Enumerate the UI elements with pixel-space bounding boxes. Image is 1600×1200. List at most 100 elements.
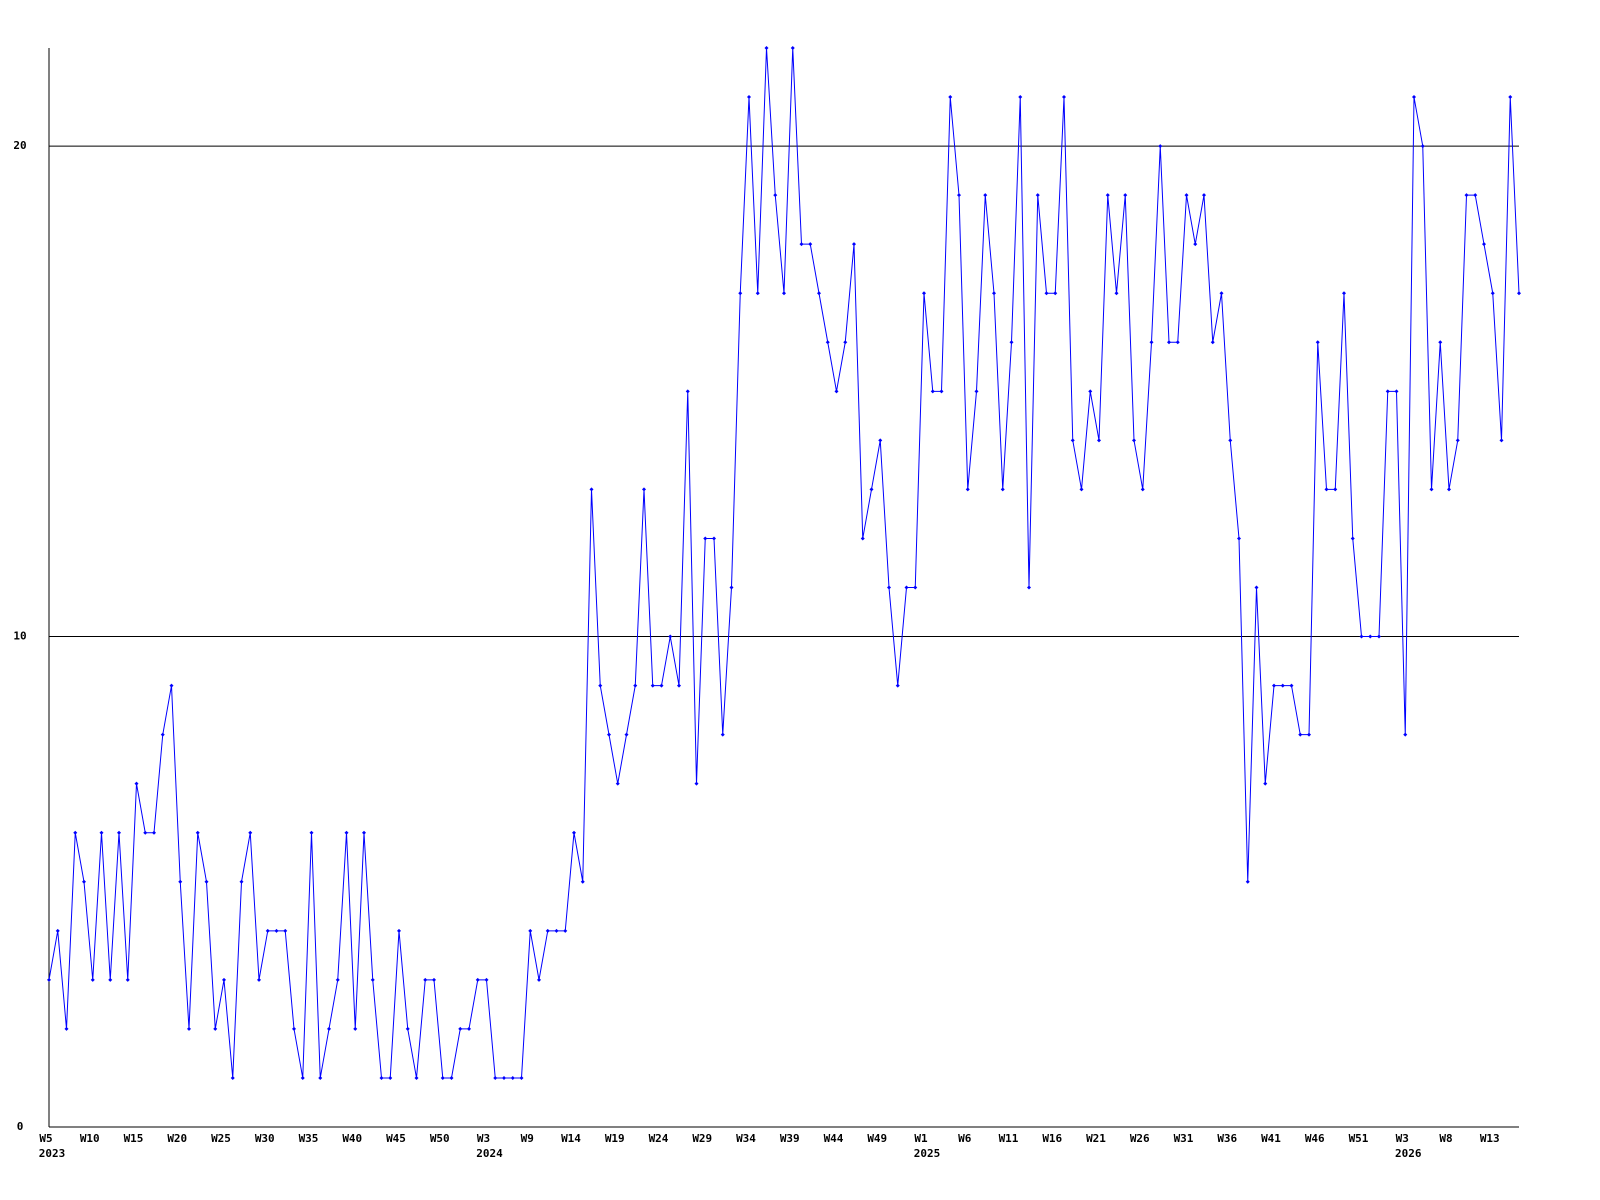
data-point xyxy=(1473,193,1478,198)
data-point xyxy=(939,389,944,394)
data-point xyxy=(47,977,51,982)
data-point xyxy=(510,1075,515,1080)
data-point xyxy=(1254,585,1259,590)
data-point xyxy=(1508,95,1513,100)
x-tick-label: W15 xyxy=(124,1132,144,1145)
x-year-label: 2023 xyxy=(39,1147,66,1160)
data-point xyxy=(187,1026,191,1031)
x-tick-label: W41 xyxy=(1261,1132,1281,1145)
data-point xyxy=(922,291,926,296)
data-point xyxy=(484,977,489,982)
data-point xyxy=(1368,634,1373,639)
data-point xyxy=(790,46,795,50)
data-point xyxy=(423,977,428,982)
data-point xyxy=(834,389,839,394)
data-point xyxy=(414,1075,419,1080)
x-tick-label: W30 xyxy=(255,1132,275,1145)
data-point xyxy=(1263,781,1268,786)
data-point xyxy=(1097,438,1101,443)
data-point xyxy=(948,95,953,100)
data-point xyxy=(1070,438,1075,443)
data-point xyxy=(248,830,253,835)
data-point xyxy=(397,928,401,933)
data-point xyxy=(738,291,743,296)
data-point xyxy=(353,1026,358,1031)
data-point xyxy=(1228,438,1233,443)
x-tick-label: W16 xyxy=(1042,1132,1062,1145)
data-point xyxy=(1499,438,1504,443)
data-point xyxy=(983,193,988,198)
data-point xyxy=(1000,487,1005,492)
data-point xyxy=(1403,732,1408,737)
data-point xyxy=(362,830,366,835)
data-point xyxy=(782,291,786,296)
data-point xyxy=(283,928,288,933)
data-point xyxy=(134,781,139,786)
x-tick-label: W51 xyxy=(1349,1132,1369,1145)
data-point xyxy=(1342,291,1346,296)
x-tick-label: W34 xyxy=(736,1132,756,1145)
x-tick-label: W46 xyxy=(1305,1132,1325,1145)
data-point xyxy=(1009,340,1014,345)
data-point xyxy=(99,830,104,835)
data-point xyxy=(747,95,751,100)
data-point xyxy=(729,585,734,590)
data-point xyxy=(449,1075,454,1080)
data-point xyxy=(843,340,848,345)
data-point xyxy=(117,830,121,835)
x-tick-label: W1 xyxy=(914,1132,928,1145)
data-point xyxy=(887,585,891,590)
data-point xyxy=(178,879,183,884)
data-point xyxy=(90,977,95,982)
data-point xyxy=(1149,340,1154,345)
data-point xyxy=(1035,193,1040,198)
data-point xyxy=(1105,193,1110,198)
data-point xyxy=(589,487,594,492)
x-tick-label: W11 xyxy=(999,1132,1019,1145)
data-point xyxy=(799,242,804,247)
x-tick-label: W21 xyxy=(1086,1132,1106,1145)
data-point xyxy=(475,977,480,982)
data-point xyxy=(580,879,585,884)
y-tick-label: 20 xyxy=(13,139,26,152)
data-point xyxy=(55,928,60,933)
x-tick-label: W14 xyxy=(561,1132,581,1145)
data-point xyxy=(1490,291,1495,296)
data-point xyxy=(519,1075,524,1080)
data-point xyxy=(152,830,156,835)
data-point xyxy=(1455,438,1460,443)
data-point xyxy=(764,46,769,50)
data-point xyxy=(642,487,646,492)
data-point xyxy=(467,1026,471,1031)
data-point xyxy=(965,487,970,492)
x-tick-label: W39 xyxy=(780,1132,800,1145)
data-point xyxy=(878,438,883,443)
data-point xyxy=(169,683,174,688)
x-tick-label: W25 xyxy=(211,1132,231,1145)
x-year-label: 2025 xyxy=(914,1147,941,1160)
data-point xyxy=(1245,879,1250,884)
data-point xyxy=(1438,340,1443,345)
data-point xyxy=(1132,438,1136,443)
data-point xyxy=(1385,389,1390,394)
data-point xyxy=(64,1026,69,1031)
data-point xyxy=(274,928,279,933)
data-point xyxy=(1027,585,1031,590)
data-point xyxy=(1175,340,1180,345)
data-point xyxy=(703,536,708,541)
y-tick-label: 0 xyxy=(17,1120,24,1133)
data-point xyxy=(992,291,996,296)
data-point xyxy=(1447,487,1451,492)
data-point xyxy=(974,389,979,394)
data-point xyxy=(257,977,261,982)
data-point xyxy=(1018,95,1023,100)
data-point xyxy=(125,977,130,982)
data-point xyxy=(73,830,78,835)
data-point xyxy=(160,732,165,737)
data-point xyxy=(572,830,576,835)
data-point xyxy=(1123,193,1128,198)
data-point xyxy=(650,683,655,688)
data-point xyxy=(1333,487,1338,492)
